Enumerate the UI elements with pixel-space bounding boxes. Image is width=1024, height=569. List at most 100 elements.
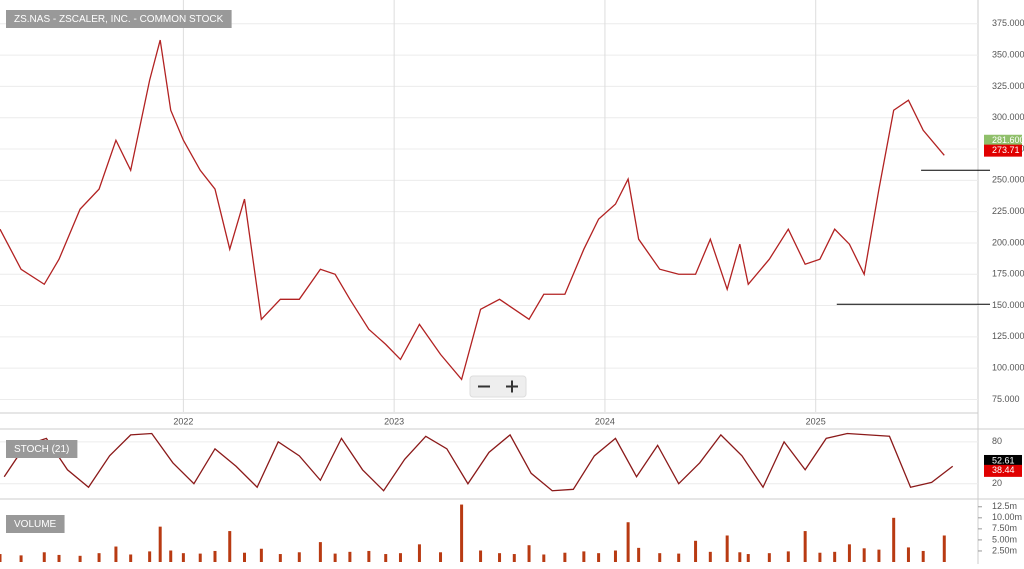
y-tick-label: 100.000 [992, 363, 1024, 373]
volume-bar [384, 554, 388, 562]
volume-bar [725, 535, 729, 562]
volume-bar [597, 553, 601, 562]
volume-bar [181, 553, 185, 562]
volume-bar [862, 548, 866, 562]
volume-bar [479, 550, 483, 562]
y-tick-label: 80 [992, 436, 1002, 446]
y-tick-label: 7.50m [992, 523, 1017, 533]
volume-bar [563, 552, 567, 562]
volume-bar [786, 551, 790, 562]
volume-bar [677, 553, 681, 562]
title-box [6, 515, 65, 533]
y-tick-label: 325.000 [992, 81, 1024, 91]
volume-bar [198, 553, 202, 562]
volume-bar [318, 542, 322, 562]
price-marker [984, 464, 1022, 477]
volume-bar [512, 554, 516, 562]
volume-bar [498, 553, 502, 562]
volume-bar [42, 552, 46, 562]
pane-title-text: ZS.NAS - ZSCALER, INC. - COMMON STOCK [14, 14, 224, 25]
price-marker-label: 52.61 [992, 455, 1015, 465]
y-tick-label: 2.50m [992, 545, 1017, 555]
y-tick-label: 5.00m [992, 534, 1017, 544]
volume-bar [746, 554, 750, 562]
title-box [6, 440, 78, 458]
pane-title: STOCH (21) [6, 440, 78, 458]
price-marker-label: 281.600 [992, 135, 1024, 145]
price-marker-label: 38.44 [992, 465, 1015, 475]
pane-title: VOLUME [6, 515, 65, 533]
y-tick-label: 200.000 [992, 237, 1024, 247]
price-line [0, 39, 945, 381]
volume-bar [767, 553, 771, 562]
volume-bar [892, 517, 896, 562]
zoom-control[interactable] [469, 375, 527, 398]
volume-bar [818, 552, 822, 562]
volume-bar [129, 554, 133, 562]
x-tick-label: 2024 [595, 416, 615, 426]
volume-bar [158, 526, 162, 562]
volume-bar [921, 550, 925, 562]
volume-bar [833, 551, 837, 562]
volume-bar [398, 553, 402, 562]
pane-title: ZS.NAS - ZSCALER, INC. - COMMON STOCK [6, 10, 232, 28]
y-tick-label: 150.000 [992, 300, 1024, 310]
volume-bar [942, 535, 946, 562]
volume-bar [877, 549, 881, 562]
y-tick-label: 12.5m [992, 501, 1017, 511]
volume-bar [738, 552, 742, 562]
y-tick-label: 225.000 [992, 206, 1024, 216]
volume-bar [694, 540, 698, 562]
x-tick-label: 2022 [173, 416, 193, 426]
y-tick-label: 350.000 [992, 49, 1024, 59]
volume-bar [658, 553, 662, 562]
volume-bar [243, 552, 246, 562]
volume-bar [847, 544, 851, 562]
y-tick-label: 20 [992, 478, 1002, 488]
volume-bar [626, 522, 630, 562]
y-tick-label: 10.00m [992, 512, 1022, 522]
volume-bar [803, 531, 807, 562]
volume-bar [460, 504, 464, 562]
volume-bar [417, 544, 421, 562]
volume-bar [348, 551, 352, 562]
y-tick-label: 75.000 [992, 394, 1020, 404]
volume-bar [278, 554, 282, 562]
volume-bar [333, 553, 337, 562]
volume-bar [19, 555, 23, 562]
price-marker [984, 144, 1022, 157]
volume-bar [169, 550, 173, 562]
y-tick-label: 125.000 [992, 331, 1024, 341]
y-tick-label: 175.000 [992, 269, 1024, 279]
price-marker [984, 134, 1022, 147]
volume-bar [78, 555, 82, 562]
volume-bar [114, 546, 118, 562]
x-tick-label: 2023 [384, 416, 404, 426]
volume-bar [527, 545, 531, 562]
volume-bar [97, 553, 101, 562]
volume-bar [582, 551, 586, 562]
title-box [6, 10, 232, 28]
volume-bar [613, 550, 617, 562]
y-tick-label: 375.000 [992, 18, 1024, 28]
volume-bar [439, 552, 443, 562]
volume-bar [542, 554, 546, 562]
price-marker [984, 454, 1022, 467]
volume-bar [213, 550, 217, 562]
volume-bar [57, 554, 61, 562]
y-tick-label: 300.000 [992, 112, 1024, 122]
volume-bar [148, 551, 152, 562]
volume-bar [367, 550, 371, 562]
volume-bar [708, 551, 712, 562]
pane-title-text: VOLUME [14, 519, 57, 530]
volume-bar [906, 547, 910, 562]
price-marker-label: 273.71 [992, 145, 1020, 155]
volume-bar [297, 552, 301, 562]
volume-bar [637, 547, 641, 562]
volume-bar [0, 554, 2, 562]
x-tick-label: 2025 [806, 416, 826, 426]
price-line [3, 432, 954, 492]
pane-title-text: STOCH (21) [14, 444, 69, 455]
